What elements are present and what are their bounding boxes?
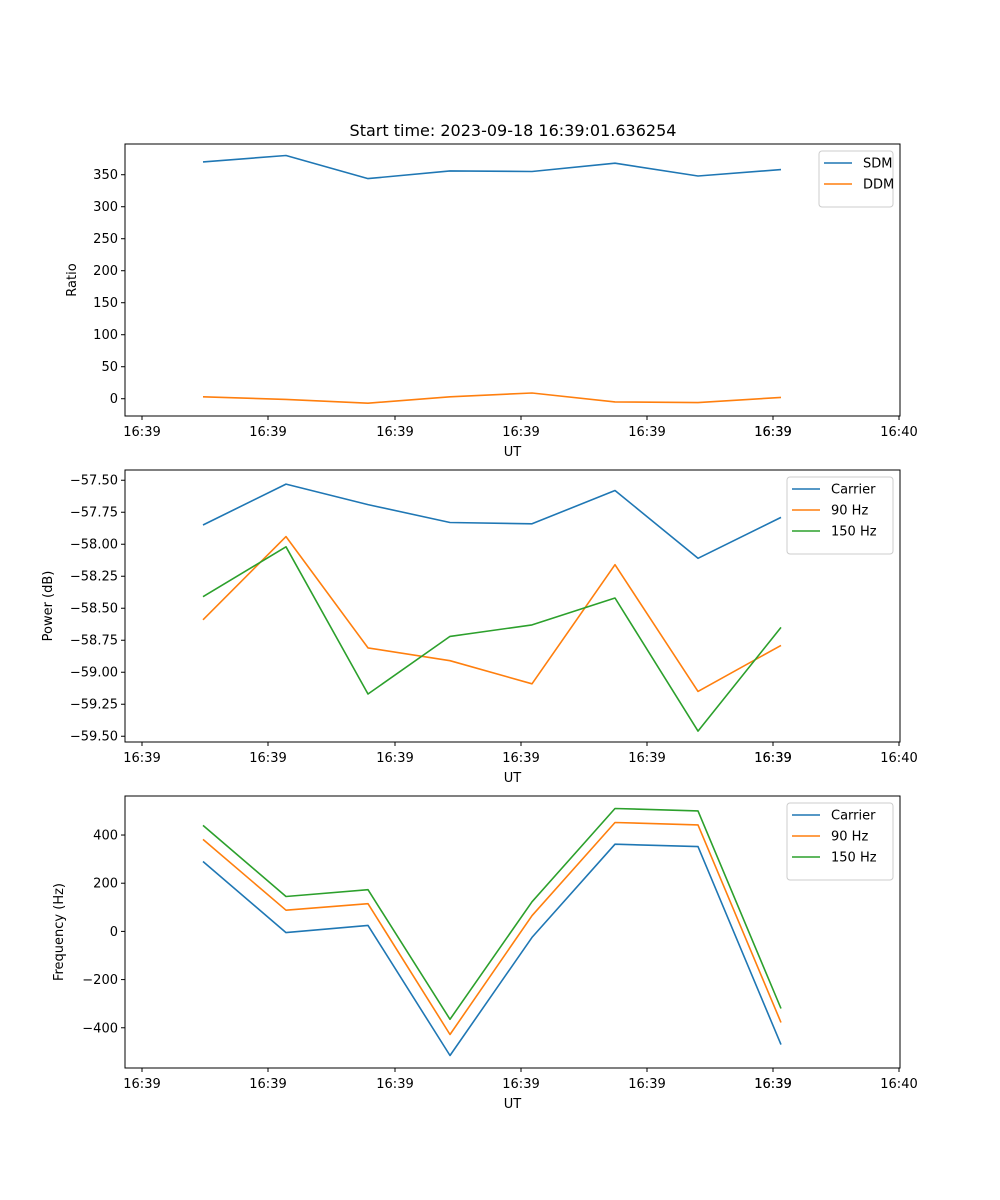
x-tick-label: 16:39: [249, 751, 286, 766]
series-line-carrier: [202, 843, 782, 1057]
x-tick-label: 16:39: [754, 751, 791, 766]
y-tick-label: −59.25: [70, 698, 118, 713]
x-tick-label: 16:39: [249, 1077, 286, 1092]
y-axis-label: Power (dB): [41, 571, 56, 642]
x-tick-label: 16:39: [754, 751, 791, 766]
figure-title: Start time: 2023-09-18 16:39:01.636254: [350, 121, 677, 140]
x-tick-label: 16:39: [123, 1077, 160, 1092]
x-tick-label: 16:39: [502, 425, 539, 440]
axes-frame: [124, 469, 901, 743]
x-axis-label: UT: [504, 445, 522, 460]
series-line-150-hz: [202, 807, 782, 1021]
panels: 16:39 16:39 16:39 16:39 16:39 16:39 16:39 16:40…: [41, 143, 918, 1112]
x-tick-label: 16:39: [123, 425, 160, 440]
legend-label: DDM: [863, 178, 894, 193]
legend-label: 90 Hz: [831, 830, 868, 845]
y-tick-label: 300: [93, 200, 118, 215]
series-line-150-hz: [202, 545, 782, 732]
y-tick-label: 200: [93, 264, 118, 279]
y-tick-label: 400: [93, 829, 118, 844]
series-line-carrier: [202, 483, 782, 560]
y-tick-label: 50: [101, 360, 118, 375]
y-tick-label: 100: [93, 328, 118, 343]
legend-label: 90 Hz: [831, 504, 868, 519]
x-tick-label: 16:39: [502, 1077, 539, 1092]
y-tick-label: −59.50: [70, 730, 118, 745]
series-line-90-hz: [202, 535, 782, 693]
legend-box: [786, 802, 894, 881]
legend-box: [818, 150, 894, 208]
y-tick-label: 150: [93, 296, 118, 311]
series-line-90-hz: [202, 821, 782, 1036]
x-tick-label: 16:39: [123, 751, 160, 766]
x-tick-label: 16:39: [628, 1077, 665, 1092]
x-tick-label: 16:39: [502, 751, 539, 766]
x-tick-label: 16:40: [880, 751, 917, 766]
legend-label: SDM: [863, 157, 892, 172]
y-tick-label: −57.75: [70, 506, 118, 521]
legend-label: Carrier: [831, 483, 876, 498]
y-tick-label: −58.00: [70, 538, 118, 553]
legend-label: 150 Hz: [831, 525, 877, 540]
y-tick-label: −200: [82, 973, 118, 988]
legend-label: Carrier: [831, 809, 876, 824]
series-line-ddm: [202, 392, 782, 405]
legend-box: [786, 476, 894, 555]
x-tick-label: 16:39: [249, 425, 286, 440]
y-tick-label: −58.50: [70, 602, 118, 617]
y-tick-label: 200: [93, 877, 118, 892]
y-tick-label: −400: [82, 1021, 118, 1036]
y-tick-label: 0: [110, 392, 118, 407]
y-axis-label: Ratio: [65, 263, 80, 296]
y-axis-label: Frequency (Hz): [52, 883, 67, 981]
x-tick-label: 16:39: [754, 425, 791, 440]
x-tick-label: 16:40: [880, 1077, 917, 1092]
x-tick-label: 16:39: [376, 425, 413, 440]
x-tick-label: 16:39: [376, 1077, 413, 1092]
x-tick-label: 16:39: [754, 425, 791, 440]
y-tick-label: 250: [93, 232, 118, 247]
x-tick-label: 16:40: [880, 425, 917, 440]
x-axis-label: UT: [504, 771, 522, 786]
x-tick-label: 16:39: [754, 1077, 791, 1092]
x-axis-label: UT: [504, 1097, 522, 1112]
axes-frame: [124, 143, 901, 417]
y-tick-label: −58.75: [70, 634, 118, 649]
y-tick-label: 350: [93, 168, 118, 183]
legend-label: 150 Hz: [831, 851, 877, 866]
x-tick-label: 16:39: [754, 1077, 791, 1092]
y-tick-label: −57.50: [70, 474, 118, 489]
y-tick-label: 0: [110, 925, 118, 940]
x-tick-label: 16:39: [628, 425, 665, 440]
series-line-sdm: [202, 154, 782, 180]
x-tick-label: 16:39: [376, 751, 413, 766]
y-tick-label: −59.00: [70, 666, 118, 681]
y-tick-label: −58.25: [70, 570, 118, 585]
x-tick-label: 16:39: [628, 751, 665, 766]
axes-frame: [124, 795, 901, 1069]
